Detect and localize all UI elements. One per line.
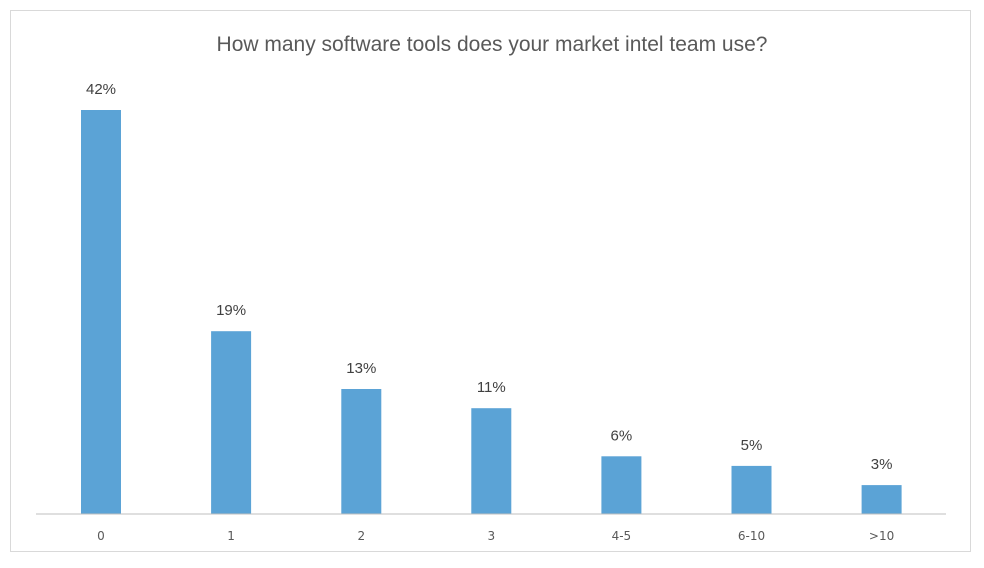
x-tick-label-6: >10 — [869, 529, 894, 543]
bars-group — [81, 110, 902, 514]
data-label-1: 19% — [216, 302, 246, 319]
x-tick-label-3: 3 — [487, 529, 495, 543]
x-tick-label-4: 4-5 — [612, 529, 632, 543]
bar-5 — [731, 465, 772, 514]
x-tick-label-5: 6-10 — [738, 529, 765, 543]
data-label-3: 11% — [477, 379, 506, 396]
x-tick-label-0: 0 — [97, 529, 105, 543]
bar-2 — [341, 389, 382, 514]
data-label-0: 42% — [86, 81, 116, 98]
x-tick-label-2: 2 — [357, 529, 365, 543]
x-tick-label-1: 1 — [227, 529, 235, 543]
data-label-6: 3% — [871, 456, 893, 473]
bar-3 — [471, 408, 512, 514]
bar-4 — [601, 456, 642, 514]
data-label-4: 6% — [611, 427, 633, 444]
bar-6 — [861, 485, 902, 514]
data-labels-group: 42% 19% 13% 11% 6% 5% 3% — [86, 81, 892, 473]
data-label-2: 13% — [346, 360, 376, 377]
bar-0 — [81, 110, 121, 514]
chart-title: How many software tools does your market… — [216, 33, 768, 56]
data-label-5: 5% — [741, 437, 763, 454]
bar-1 — [211, 331, 252, 514]
x-tick-labels-group: 0 1 2 3 4-5 6-10 >10 — [97, 529, 894, 543]
